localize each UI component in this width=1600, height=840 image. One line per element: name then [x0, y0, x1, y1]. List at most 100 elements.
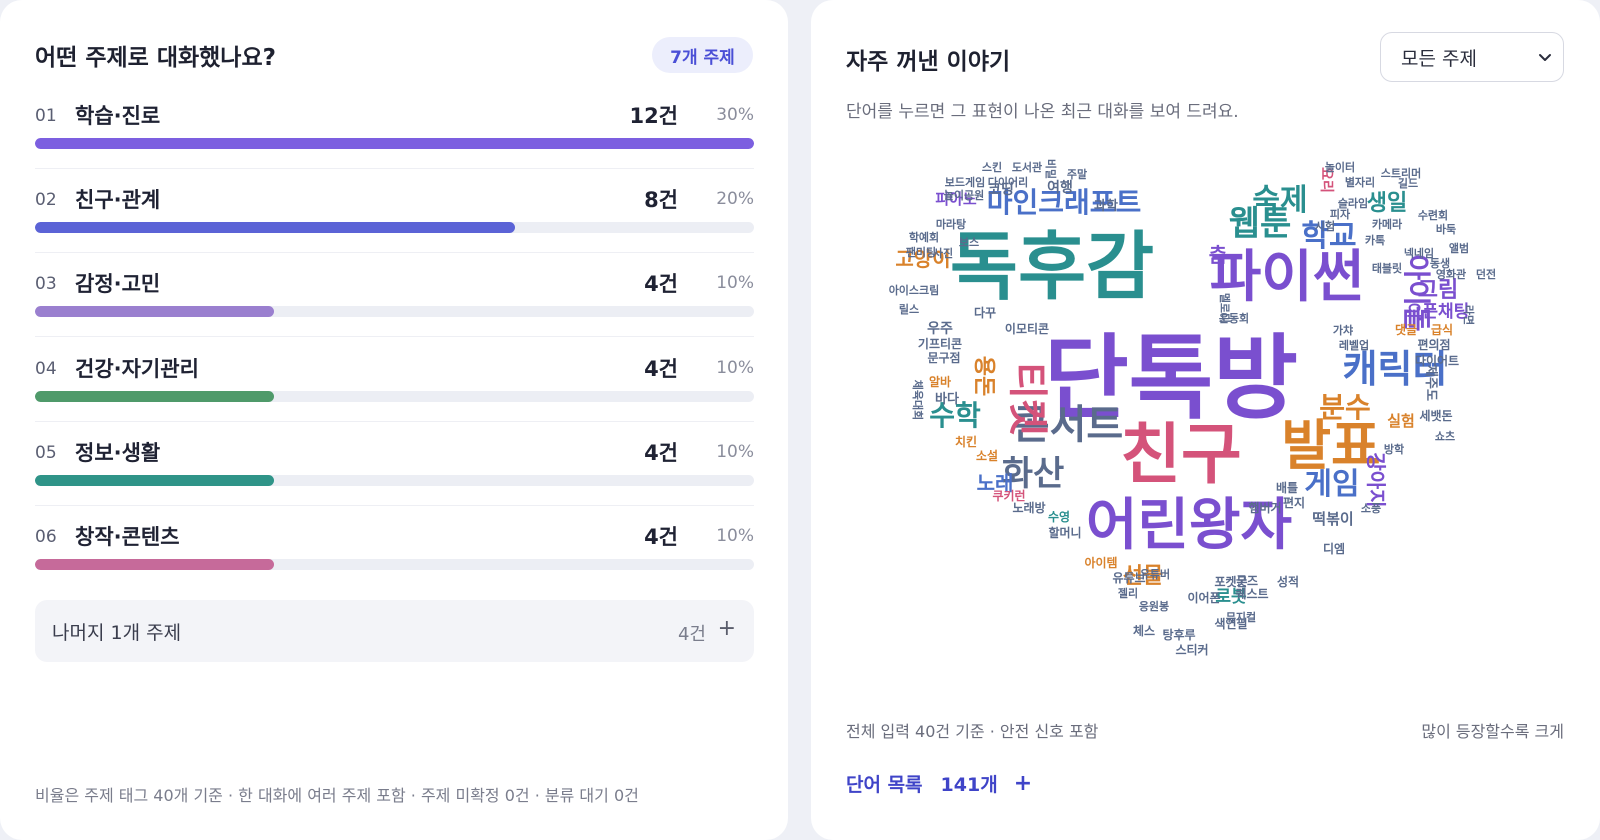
cloud-word[interactable]: 이어폰 [1187, 590, 1220, 605]
cloud-word[interactable]: 소설 [976, 448, 998, 463]
cloud-word[interactable]: 배틀 [1276, 480, 1298, 495]
cloud-word[interactable]: 여행 [1047, 179, 1073, 196]
cloud-word[interactable]: 제주도 [1423, 365, 1438, 401]
cloud-word[interactable]: 요리 [1318, 167, 1334, 193]
cloud-word[interactable]: 우주 [927, 321, 953, 337]
cloud-word[interactable]: 쇼츠 [1435, 430, 1455, 443]
topic-row[interactable]: 05 정보·생활 4건 10% [35, 437, 754, 521]
cloud-word[interactable]: 앨범 [1449, 241, 1469, 255]
cloud-word[interactable]: 춤 [1209, 243, 1227, 267]
cloud-word[interactable]: 과학 [1094, 198, 1118, 214]
topic-row[interactable]: 02 친구·관계 8건 20% [35, 184, 754, 268]
cloud-word[interactable]: 코딩 [988, 181, 1014, 198]
cloud-word[interactable]: 피아노 [935, 190, 977, 208]
cloud-word[interactable]: 멜로디 [1218, 293, 1232, 323]
cloud-word[interactable]: 바다 [935, 391, 959, 407]
topic-row[interactable]: 01 학습·진로 12건 30% [35, 100, 754, 184]
cloud-word[interactable]: 고양이 [895, 247, 950, 271]
cloud-word[interactable]: 탕후루 [1162, 627, 1195, 642]
topic-row[interactable]: 03 감정·고민 4건 10% [35, 268, 754, 352]
cloud-word[interactable]: 학교 [1301, 219, 1356, 254]
cloud-word[interactable]: 스티커 [1175, 642, 1208, 657]
cloud-word[interactable]: 생일 [1367, 191, 1407, 216]
cloud-word[interactable]: 아이스크림 [889, 283, 940, 297]
cloud-word[interactable]: 용돈 [971, 356, 996, 396]
cloud-word[interactable]: 바둑 [1436, 222, 1456, 236]
cloud-word[interactable]: 강아지 [1364, 452, 1388, 507]
cloud-word[interactable]: 체육대회 [911, 380, 925, 420]
cloud-word[interactable]: 친구 [1120, 416, 1241, 493]
expand-plus-icon[interactable]: + [717, 616, 736, 641]
rest-topics-button[interactable]: 나머지 1개 주제 4건 + [35, 600, 754, 662]
cloud-word[interactable]: 스트리머 [1381, 166, 1421, 180]
cloud-word[interactable]: 마인크래프트 [987, 186, 1142, 219]
cloud-word[interactable]: 던전 [1476, 267, 1496, 281]
cloud-word[interactable]: 길드 [1398, 177, 1418, 190]
cloud-word[interactable]: 사진 [933, 246, 953, 260]
topic-row[interactable]: 06 창작·콘텐츠 4건 10% [35, 521, 754, 605]
cloud-word[interactable]: 피자 [1330, 207, 1351, 221]
cloud-word[interactable]: 떡볶이 [1312, 510, 1353, 528]
cloud-word[interactable]: 스킨 [982, 160, 1002, 174]
cloud-word[interactable]: 학예회 [909, 230, 939, 244]
cloud-word[interactable]: 운동회 [1219, 311, 1249, 325]
cloud-word[interactable]: 굿즈 [1236, 574, 1258, 588]
cloud-word[interactable]: 댓글 [1395, 322, 1417, 337]
cloud-word[interactable]: 노래 [977, 471, 1014, 495]
cloud-word[interactable]: 수학 [929, 399, 981, 432]
cloud-word[interactable]: 게임 [1304, 467, 1359, 502]
cloud-word[interactable]: 이모티콘 [1005, 321, 1049, 336]
cloud-word[interactable]: 독후감 [950, 224, 1154, 310]
cloud-word[interactable]: 디엠 [1323, 541, 1345, 556]
cloud-word[interactable]: 동생 [1430, 256, 1450, 270]
cloud-word[interactable]: 캐릭터 [1343, 347, 1448, 391]
cloud-word[interactable]: 유튜브 [1112, 571, 1145, 585]
cloud-word[interactable]: 다꾸 [974, 305, 996, 320]
cloud-word[interactable]: 어린왕자 [1086, 493, 1292, 558]
topic-row[interactable]: 04 건강·자기관리 4건 10% [35, 353, 754, 437]
cloud-word[interactable]: 단톡방 [1044, 325, 1298, 432]
cloud-word[interactable]: 유튜버 [1140, 567, 1170, 581]
cloud-word[interactable]: 쿠키런 [992, 488, 1025, 503]
cloud-word[interactable]: 햄버거 [1248, 500, 1281, 515]
cloud-word[interactable]: 색연필 [1214, 616, 1247, 631]
cloud-word[interactable]: 수영 [1048, 509, 1070, 524]
cloud-word[interactable]: 소풍 [1361, 502, 1381, 515]
cloud-word[interactable]: 영화관 [1436, 267, 1466, 281]
cloud-word[interactable]: 그림 [1418, 278, 1458, 303]
cloud-word[interactable]: 할머니 [1048, 525, 1081, 540]
cloud-word[interactable]: 성적 [1277, 574, 1299, 589]
word-list-button[interactable]: 단어 목록 141개 + [846, 770, 1032, 797]
cloud-word[interactable]: 마라탕 [936, 217, 966, 231]
cloud-word[interactable]: 기프티콘 [918, 336, 962, 351]
topic-filter-select[interactable]: 모든 주제 [1380, 32, 1564, 82]
cloud-word[interactable]: 뮤지컬 [1226, 610, 1256, 624]
cloud-word[interactable]: 응원봉 [1139, 599, 1169, 613]
cloud-word[interactable]: 넥네임 [1404, 246, 1434, 260]
cloud-word[interactable]: 아이돌 [1400, 254, 1433, 331]
cloud-word[interactable]: 급식 [1431, 322, 1453, 337]
cloud-word[interactable]: 비밀 [1044, 159, 1058, 179]
cloud-word[interactable]: 분수 [1319, 391, 1371, 424]
cloud-word[interactable]: 체스 [1133, 623, 1155, 638]
cloud-word[interactable]: 시험 [1315, 219, 1335, 233]
cloud-word[interactable]: 카톡 [1365, 233, 1385, 247]
cloud-word[interactable]: 편의점 [1417, 337, 1450, 352]
cloud-word[interactable]: 티켓 [1004, 362, 1050, 436]
cloud-word[interactable]: 알바 [929, 374, 951, 389]
cloud-word[interactable]: 레벨업 [1339, 338, 1369, 352]
cloud-word[interactable]: 주말 [1067, 168, 1087, 181]
cloud-word[interactable]: 수련회 [1418, 208, 1448, 222]
cloud-word[interactable]: 라면 [1462, 305, 1476, 325]
cloud-word[interactable]: 로봇 [1215, 587, 1247, 607]
cloud-word[interactable]: 콘서트 [1013, 402, 1123, 448]
cloud-word[interactable]: 치킨 [955, 434, 977, 449]
cloud-word[interactable]: 노래방 [1012, 500, 1045, 515]
cloud-word[interactable]: 별자리 [1345, 175, 1375, 189]
cloud-word[interactable]: 선물 [1123, 564, 1163, 589]
cloud-word[interactable]: 가챠 [1333, 323, 1353, 337]
cloud-word[interactable]: 퀘스트 [1235, 586, 1268, 601]
cloud-word[interactable]: 릴스 [899, 303, 919, 316]
cloud-word[interactable]: 파이썬 [1210, 245, 1365, 310]
cloud-word[interactable]: 놀이공원 [944, 188, 984, 202]
